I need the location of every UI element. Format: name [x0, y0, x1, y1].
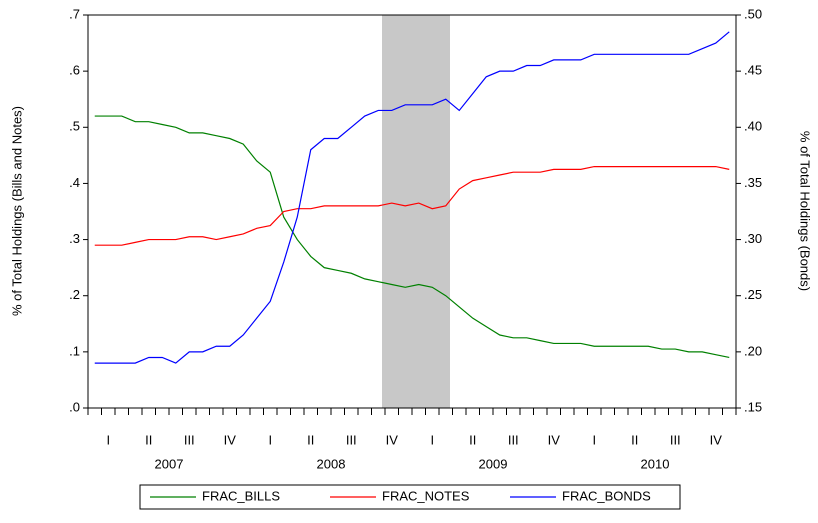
- x-group-label: 2010: [641, 456, 670, 471]
- y-axis-label: % of Total Holdings (Bills and Notes): [9, 106, 24, 316]
- y2-tick-label: .50: [744, 6, 762, 21]
- y-tick-label: .7: [69, 6, 80, 21]
- y2-tick-label: .20: [744, 343, 762, 358]
- y-tick-label: .5: [69, 119, 80, 134]
- y2-tick-label: .30: [744, 231, 762, 246]
- x-tick-label: III: [346, 432, 357, 447]
- y2-tick-label: .15: [744, 399, 762, 414]
- x-tick-label: I: [268, 432, 272, 447]
- y-tick-label: .3: [69, 231, 80, 246]
- y2-tick-label: .35: [744, 175, 762, 190]
- series-line: [94, 31, 730, 364]
- x-group-label: 2009: [479, 456, 508, 471]
- y-tick-label: .6: [69, 63, 80, 78]
- legend: [139, 484, 681, 510]
- x-tick-label: I: [592, 432, 596, 447]
- legend-label: FRAC_BILLS: [202, 488, 280, 503]
- x-tick-label: IV: [548, 432, 561, 447]
- x-tick-label: I: [106, 432, 110, 447]
- series-line: [94, 115, 730, 359]
- x-tick-label: IV: [386, 432, 399, 447]
- x-tick-label: I: [430, 432, 434, 447]
- x-group-label: 2007: [155, 456, 184, 471]
- y-tick-label: .2: [69, 287, 80, 302]
- y2-tick-label: .25: [744, 287, 762, 302]
- x-tick-label: II: [307, 432, 314, 447]
- x-group-label: 2008: [317, 456, 346, 471]
- y-tick-label: .1: [69, 343, 80, 358]
- x-tick-label: II: [145, 432, 152, 447]
- y2-tick-label: .40: [744, 119, 762, 134]
- x-tick-label: II: [631, 432, 638, 447]
- legend-label: FRAC_NOTES: [382, 488, 470, 503]
- x-tick-label: IV: [224, 432, 237, 447]
- x-tick-label: III: [670, 432, 681, 447]
- x-tick-label: III: [508, 432, 519, 447]
- y-tick-label: .0: [69, 399, 80, 414]
- y2-axis-label: % of Total Holdings (Bonds): [798, 131, 813, 291]
- series-line: [94, 165, 730, 246]
- x-tick-label: III: [184, 432, 195, 447]
- y2-tick-label: .45: [744, 63, 762, 78]
- legend-label: FRAC_BONDS: [562, 488, 651, 503]
- x-tick-label: IV: [710, 432, 723, 447]
- y-tick-label: .4: [69, 175, 80, 190]
- x-tick-label: II: [469, 432, 476, 447]
- recession-shade: [382, 15, 450, 408]
